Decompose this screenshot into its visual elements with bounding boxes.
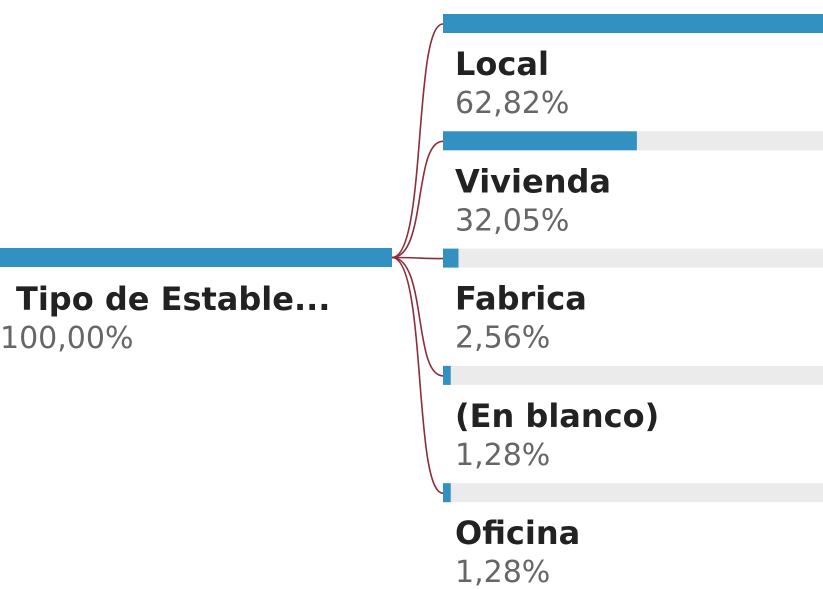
link [391, 256, 444, 377]
bar-track [443, 483, 823, 503]
category-label: Fabrica [455, 280, 587, 318]
link [391, 23, 444, 259]
root-label: Tipo de Estable... [16, 280, 330, 318]
value-label: 1,28% [455, 438, 550, 473]
root-bar [0, 248, 392, 267]
value-label: 1,28% [455, 555, 550, 589]
root-value: 100,00% [0, 321, 133, 356]
bar-track [443, 248, 823, 268]
bar [443, 248, 459, 268]
category-label: Vivienda [455, 162, 611, 200]
bar [443, 131, 637, 151]
bar [443, 483, 451, 503]
category-label: (En blanco) [455, 397, 659, 435]
value-label: 62,82% [455, 86, 569, 121]
bar [443, 365, 451, 385]
link [391, 256, 444, 260]
link [391, 140, 444, 259]
category-label: Oficina [455, 514, 580, 552]
value-label: 2,56% [455, 321, 550, 356]
value-label: 32,05% [455, 203, 569, 238]
category-label: Local [455, 45, 549, 83]
link [391, 256, 444, 494]
bar-track [443, 365, 823, 385]
bar [443, 14, 823, 33]
